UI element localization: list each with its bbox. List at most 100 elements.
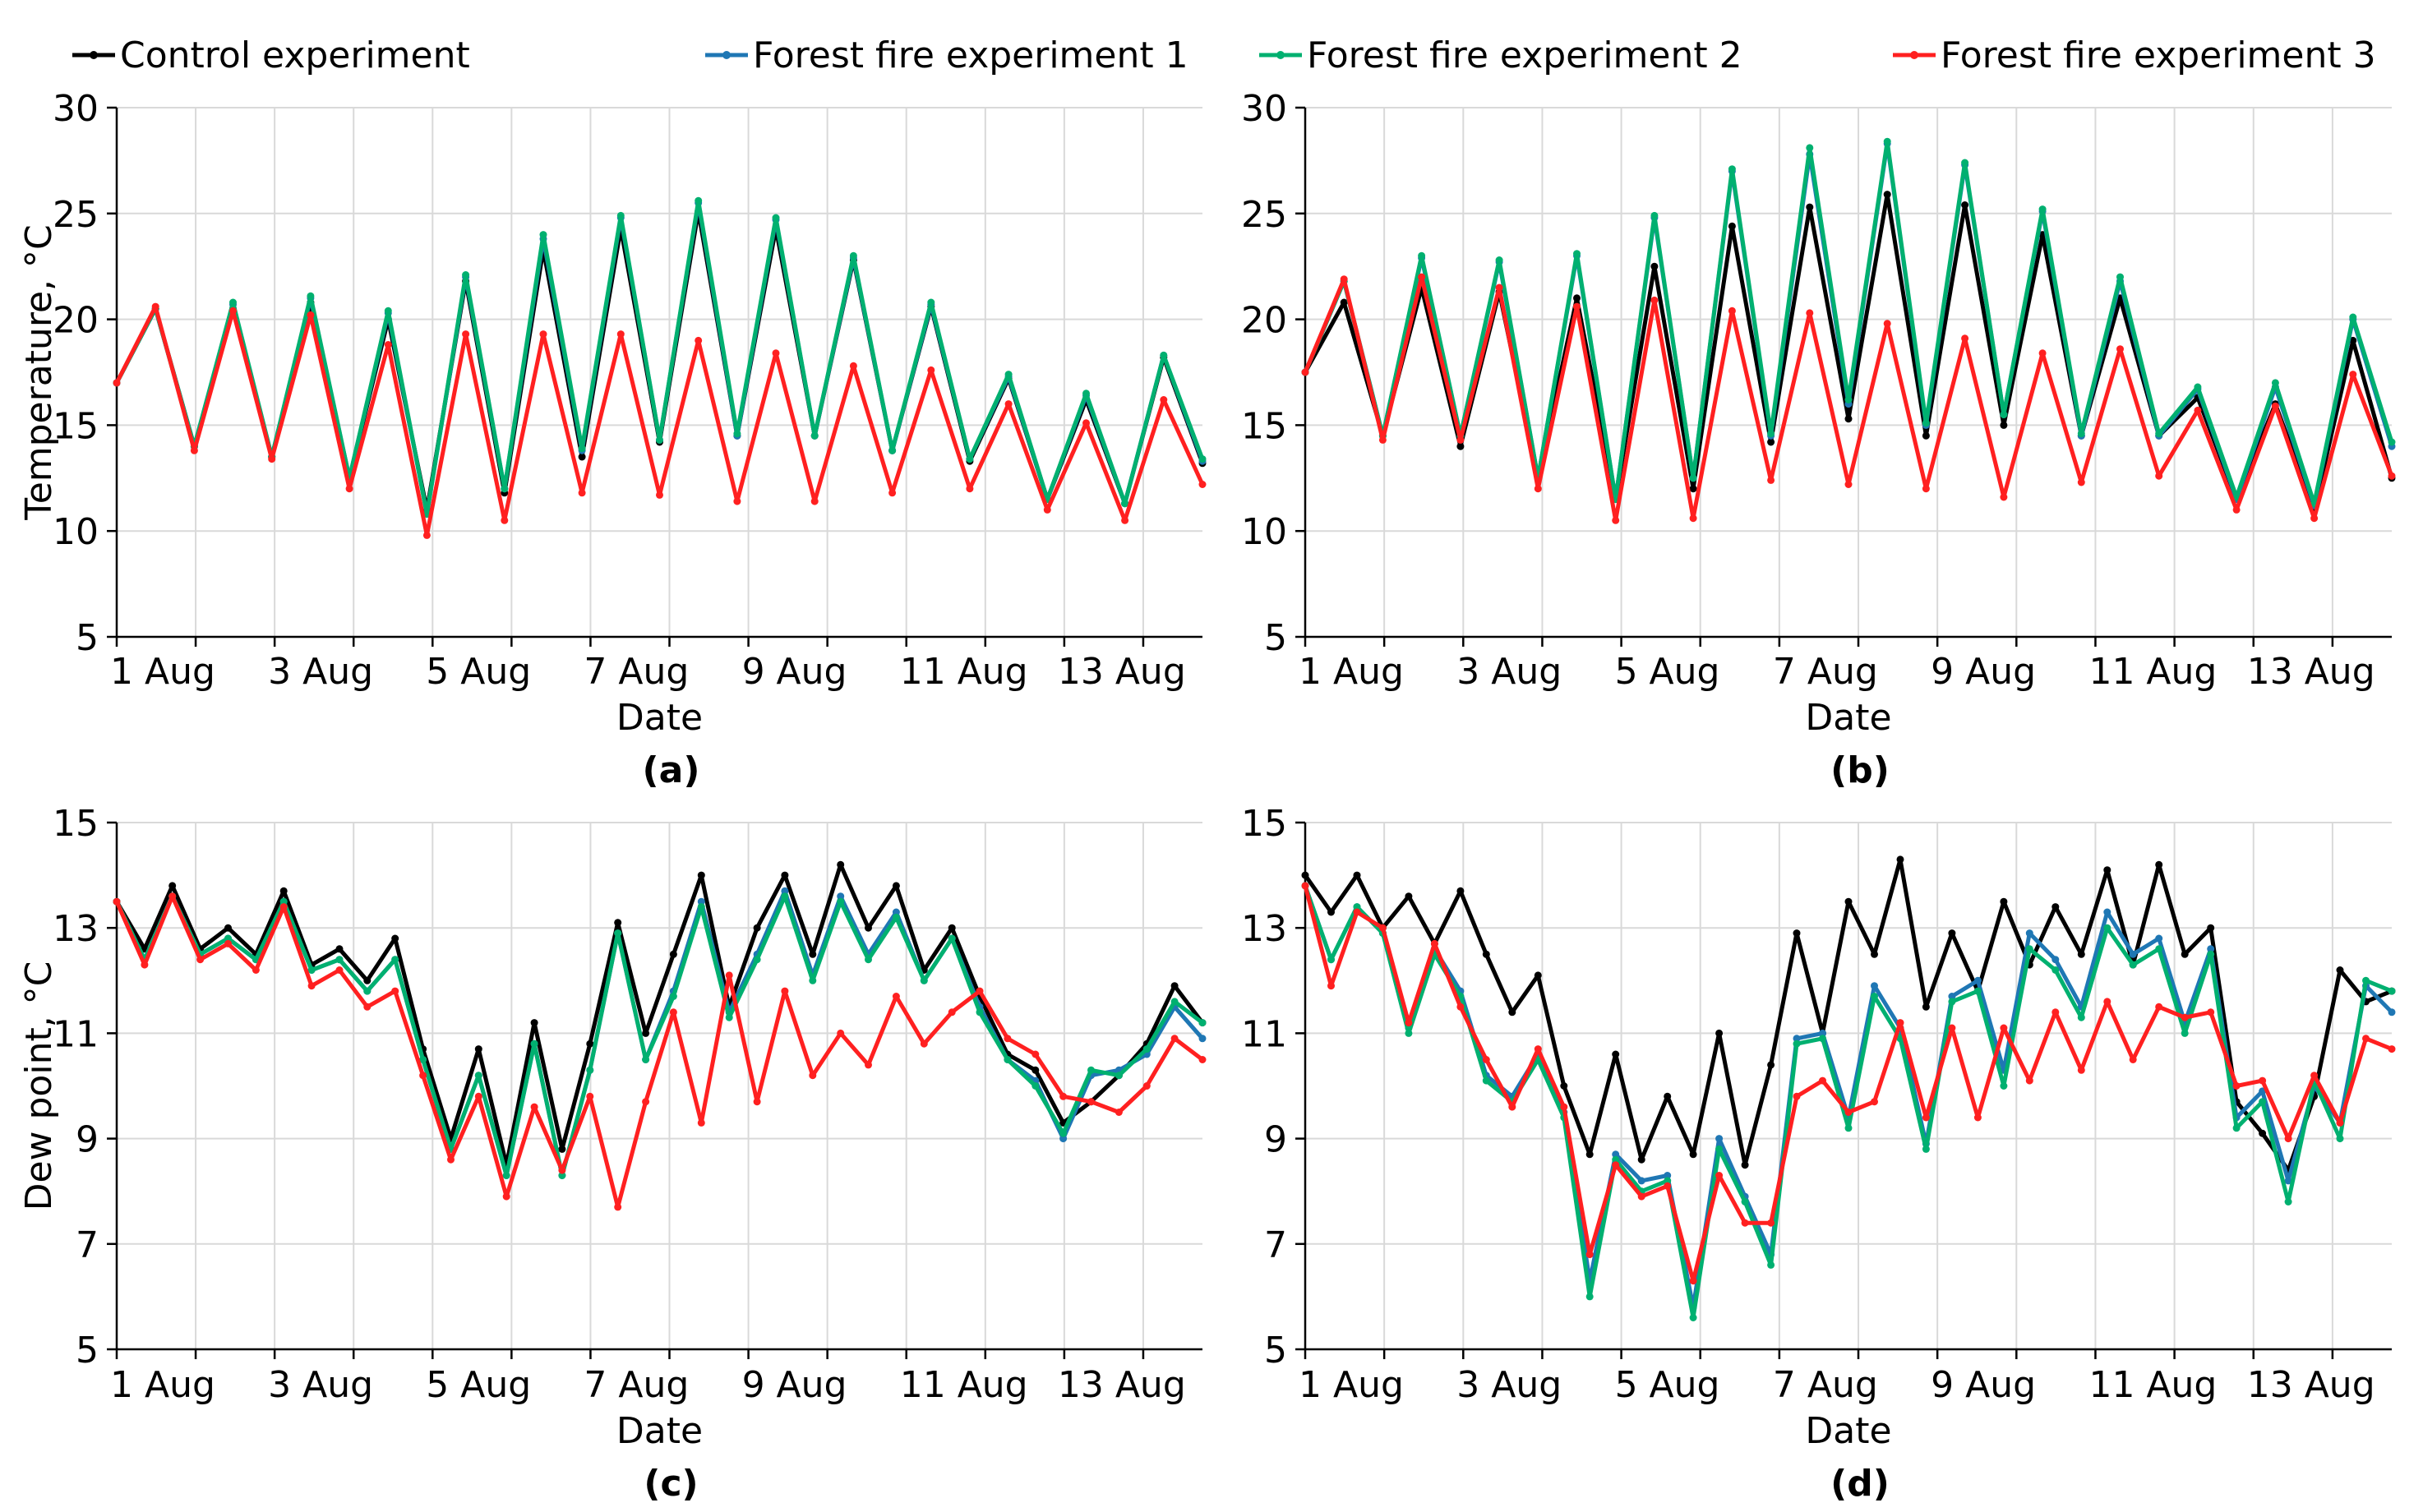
data-point [1612, 1150, 1620, 1159]
data-point [2388, 472, 2396, 480]
data-point [1087, 1066, 1095, 1074]
data-point [1160, 351, 1168, 359]
data-point [1844, 396, 1853, 403]
data-point [384, 341, 392, 348]
data-point [2388, 987, 2396, 995]
data-point [642, 1098, 650, 1106]
data-point [1004, 1035, 1012, 1043]
data-point [865, 956, 872, 964]
data-point [558, 1166, 566, 1174]
y-tick-label: 9 [1264, 1119, 1287, 1161]
data-point [530, 1040, 538, 1048]
data-point [2000, 421, 2008, 429]
data-point [2155, 860, 2163, 869]
x-axis-title: Date [1805, 1410, 1891, 1452]
data-point [1689, 1150, 1697, 1159]
data-point [1508, 1008, 1516, 1016]
data-point [2259, 1098, 2267, 1106]
data-point [462, 271, 470, 279]
data-point [1973, 976, 1982, 984]
data-point [2000, 1024, 2008, 1032]
data-point [1353, 908, 1361, 916]
data-point [1301, 368, 1309, 376]
data-point [1160, 396, 1168, 403]
data-point [1585, 1293, 1594, 1301]
data-point [1301, 882, 1309, 890]
data-point [2284, 1198, 2292, 1205]
data-point [1405, 892, 1413, 901]
data-point [1767, 1219, 1775, 1227]
y-tick-label: 10 [53, 511, 99, 553]
series-line [114, 894, 1205, 1210]
data-point [307, 292, 315, 300]
y-tick-label: 5 [76, 617, 99, 659]
data-point [892, 882, 900, 890]
data-point [1043, 505, 1051, 514]
legend-item-4: Forest fire experiment 3 [1893, 35, 2376, 76]
data-point [2077, 430, 2085, 438]
data-point [781, 987, 789, 995]
data-point [2077, 478, 2085, 486]
data-point [1973, 987, 1982, 995]
data-point [1198, 455, 1207, 463]
data-point [920, 976, 928, 984]
x-tick-label: 3 Aug [1456, 651, 1562, 693]
data-point [279, 887, 288, 895]
data-point [2349, 313, 2357, 321]
data-point [1637, 1192, 1645, 1201]
y-tick-label: 7 [76, 1224, 99, 1266]
panel-a: 5 10 15 20 25 30 1 Aug 3 Aug 5 Aug 7 Aug 9 Aug 11 A… [18, 88, 1207, 791]
data-point [1883, 191, 1891, 199]
data-point [809, 1072, 817, 1080]
data-point [2362, 1035, 2370, 1043]
data-point [196, 956, 205, 964]
x-tick-label: 11 Aug [900, 651, 1028, 693]
data-point [733, 430, 741, 438]
data-point [920, 1040, 928, 1048]
data-point [1650, 296, 1659, 304]
data-point [2129, 1056, 2137, 1063]
data-point [2271, 402, 2279, 410]
x-tick-label: 9 Aug [1931, 1364, 2036, 1406]
data-point [1741, 1161, 1749, 1169]
data-point [1004, 371, 1013, 379]
data-point [837, 860, 845, 869]
y-tick-label: 13 [53, 908, 99, 950]
x-tick-label: 3 Aug [268, 651, 373, 693]
data-point [502, 1172, 510, 1179]
data-point [384, 307, 392, 315]
data-point [772, 214, 780, 222]
data-point [1198, 1019, 1207, 1027]
series-4 [1301, 882, 2396, 1285]
data-point [1059, 1129, 1068, 1137]
data-point [2284, 1177, 2292, 1185]
data-point [2271, 379, 2279, 387]
x-tick-label: 7 Aug [1773, 651, 1878, 693]
data-point [2000, 1082, 2008, 1090]
data-point [1456, 442, 1465, 450]
data-point [1115, 1109, 1123, 1116]
data-point [1456, 1003, 1465, 1011]
data-point [2103, 908, 2111, 916]
data-point [810, 431, 819, 440]
data-point [1767, 476, 1775, 484]
data-point [578, 489, 586, 497]
data-point [501, 485, 509, 493]
data-point [1819, 1029, 1826, 1037]
data-point [1405, 1019, 1413, 1027]
data-point [1142, 1045, 1151, 1053]
data-point [2388, 438, 2396, 446]
data-point [1534, 1045, 1542, 1053]
data-point [422, 531, 431, 539]
data-point [2155, 1003, 2163, 1011]
data-point [892, 993, 900, 1000]
data-point [2349, 336, 2357, 344]
data-point [2284, 1135, 2292, 1143]
data-point [865, 1061, 872, 1069]
x-axis-title: Date [616, 1410, 703, 1452]
series-line [1303, 141, 2394, 508]
data-point [810, 497, 819, 505]
x-tick-label: 13 Aug [2247, 1364, 2375, 1406]
data-point [1883, 137, 1891, 145]
y-tick-label: 30 [1241, 88, 1287, 130]
